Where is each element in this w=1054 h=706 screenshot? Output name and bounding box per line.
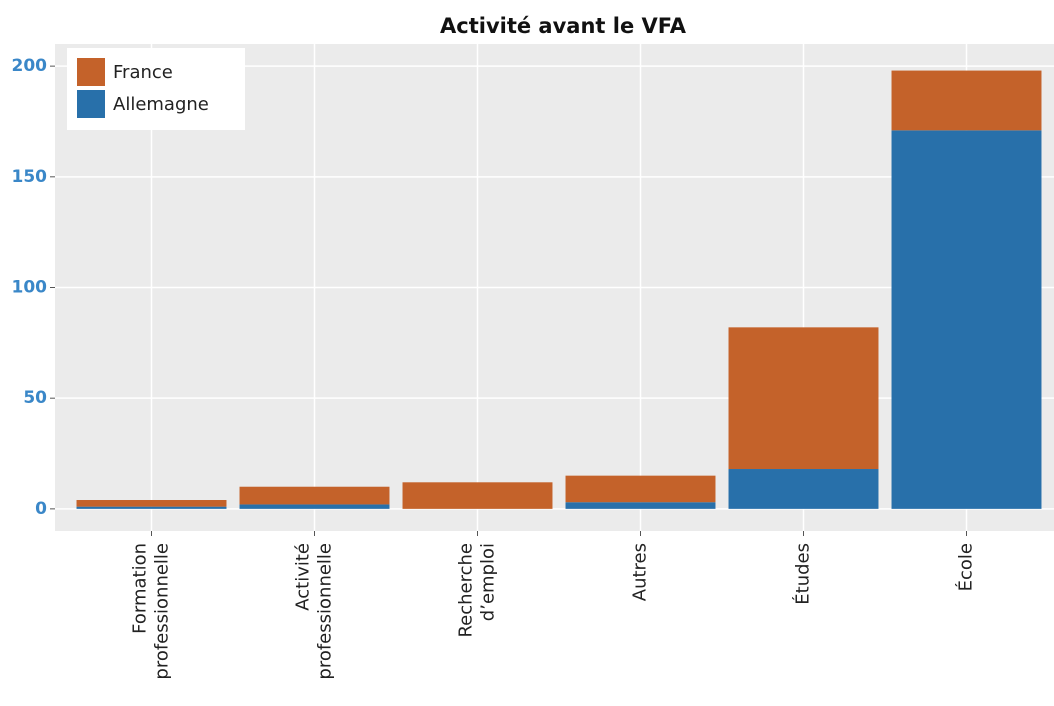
y-tick-label: 50 <box>23 388 47 408</box>
chart-title: Activité avant le VFA <box>440 14 687 38</box>
x-tick-label-group: Recherche d’emploi <box>456 543 499 638</box>
x-tick-label: Formation <box>130 543 151 634</box>
x-tick-label: Autres <box>630 543 651 601</box>
x-tick-label: Recherche <box>456 543 477 638</box>
x-tick-label: professionnelle <box>315 543 336 680</box>
x-tick-label: d’emploi <box>478 543 499 621</box>
legend-swatch <box>77 90 105 118</box>
bar-segment <box>239 504 390 509</box>
x-tick-label-group: École <box>955 543 977 591</box>
y-tick-label: 0 <box>35 499 47 519</box>
x-tick-label: Activité <box>293 543 314 611</box>
bar-segment <box>891 130 1042 509</box>
bar-segment <box>76 506 227 509</box>
x-tick-label-group: Autres <box>630 543 651 601</box>
bar-segment <box>239 486 390 505</box>
y-tick-label: 100 <box>12 278 48 298</box>
x-tick-label: professionnelle <box>152 543 173 680</box>
bar-segment <box>402 482 553 509</box>
x-tick-label: École <box>955 543 977 591</box>
bar-segment <box>565 475 716 503</box>
bar-segment <box>728 327 879 470</box>
bar-segment <box>76 500 227 507</box>
y-tick-label: 150 <box>12 167 48 187</box>
bar-segment <box>891 70 1042 131</box>
x-tick-label-group: Activité professionnelle <box>293 543 336 680</box>
y-tick-label: 200 <box>12 56 48 76</box>
bar-segment <box>565 502 716 509</box>
x-tick-label-group: Formation professionnelle <box>130 543 173 680</box>
legend-label: Allemagne <box>113 94 209 115</box>
x-tick-label-group: Études <box>792 543 814 605</box>
x-tick-label: Études <box>792 543 814 605</box>
bar-segment <box>728 469 879 509</box>
legend-swatch <box>77 58 105 86</box>
legend-label: France <box>113 62 173 83</box>
